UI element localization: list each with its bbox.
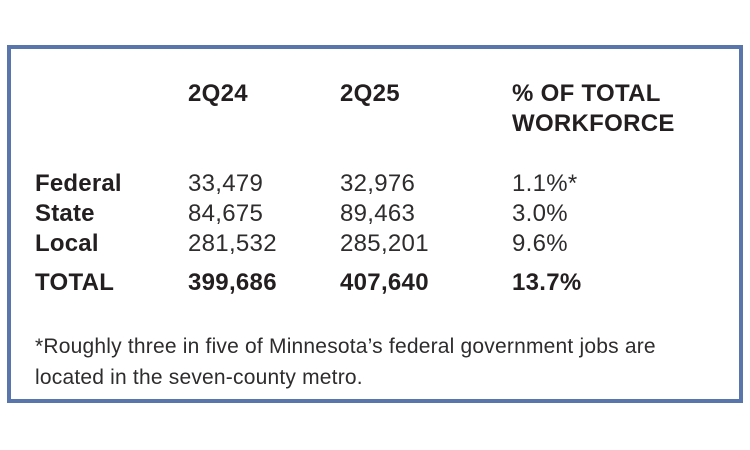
header-cell-pct-of-total-workforce: % OF TOTAL WORKFORCE xyxy=(512,80,675,137)
workforce-table-card: 2Q24 2Q25 % OF TOTAL WORKFORCE Federal 3… xyxy=(7,45,743,403)
cell-total-2q25: 407,640 xyxy=(340,269,429,296)
cell-local-2q25: 285,201 xyxy=(340,230,429,257)
cell-state-pct: 3.0% xyxy=(512,200,568,227)
cell-local-pct: 9.6% xyxy=(512,230,568,257)
table-header-row: 2Q24 2Q25 % OF TOTAL WORKFORCE xyxy=(35,79,719,139)
header-cell-empty xyxy=(35,79,188,139)
table-body: Federal 33,479 32,976 1.1%* State 84,675… xyxy=(35,169,719,259)
table-footnote: *Roughly three in five of Minnesota’s fe… xyxy=(35,335,656,389)
cell-total-2q24: 399,686 xyxy=(188,269,277,296)
header-cell-2q25: 2Q25 xyxy=(340,80,400,107)
table-total-row: TOTAL 399,686 407,640 13.7% xyxy=(35,268,719,298)
workforce-table: 2Q24 2Q25 % OF TOTAL WORKFORCE Federal 3… xyxy=(11,49,739,393)
cell-state-2q25: 89,463 xyxy=(340,200,416,227)
header-cell-2q24: 2Q24 xyxy=(188,80,248,107)
cell-federal-2q24: 33,479 xyxy=(188,170,264,197)
row-label-state: State xyxy=(35,200,95,227)
row-label-total: TOTAL xyxy=(35,269,115,296)
cell-federal-pct: 1.1%* xyxy=(512,170,578,197)
row-label-local: Local xyxy=(35,230,99,257)
cell-local-2q24: 281,532 xyxy=(188,230,277,257)
cell-state-2q24: 84,675 xyxy=(188,200,264,227)
cell-federal-2q25: 32,976 xyxy=(340,170,416,197)
cell-total-pct: 13.7% xyxy=(512,269,582,296)
row-label-federal: Federal xyxy=(35,170,122,197)
